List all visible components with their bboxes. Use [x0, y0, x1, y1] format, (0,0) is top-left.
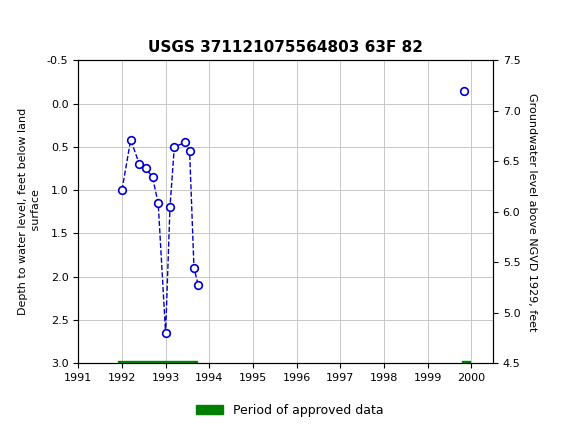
Bar [118, 361, 197, 366]
Y-axis label: Groundwater level above NGVD 1929, feet: Groundwater level above NGVD 1929, feet [527, 92, 537, 331]
Title: USGS 371121075564803 63F 82: USGS 371121075564803 63F 82 [148, 40, 423, 55]
Legend: Period of approved data: Period of approved data [191, 399, 389, 421]
Y-axis label: Depth to water level, feet below land
 surface: Depth to water level, feet below land su… [18, 108, 41, 315]
Bar [462, 361, 470, 366]
Text: ≈USGS: ≈USGS [9, 14, 79, 31]
